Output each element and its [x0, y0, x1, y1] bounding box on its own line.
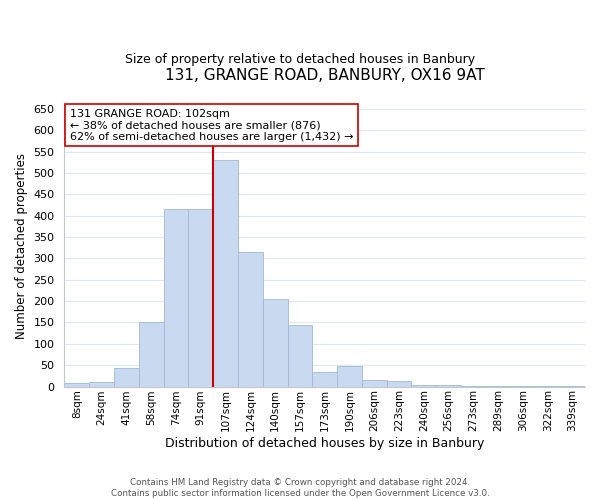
Bar	[139, 322, 164, 386]
Bar	[337, 366, 362, 386]
Bar	[114, 368, 139, 386]
Bar	[213, 160, 238, 386]
Bar	[287, 326, 313, 386]
Text: 131 GRANGE ROAD: 102sqm
← 38% of detached houses are smaller (876)
62% of semi-d: 131 GRANGE ROAD: 102sqm ← 38% of detache…	[70, 108, 353, 142]
Bar	[188, 209, 213, 386]
Text: Contains HM Land Registry data © Crown copyright and database right 2024.
Contai: Contains HM Land Registry data © Crown c…	[110, 478, 490, 498]
Bar	[238, 252, 263, 386]
Bar	[313, 372, 337, 386]
X-axis label: Distribution of detached houses by size in Banbury: Distribution of detached houses by size …	[165, 437, 484, 450]
Bar	[263, 299, 287, 386]
Bar	[164, 209, 188, 386]
Bar	[386, 380, 412, 386]
Bar	[89, 382, 114, 386]
Bar	[412, 385, 436, 386]
Bar	[64, 383, 89, 386]
Bar	[362, 380, 386, 386]
Title: 131, GRANGE ROAD, BANBURY, OX16 9AT: 131, GRANGE ROAD, BANBURY, OX16 9AT	[165, 68, 485, 82]
Text: Size of property relative to detached houses in Banbury: Size of property relative to detached ho…	[125, 52, 475, 66]
Y-axis label: Number of detached properties: Number of detached properties	[15, 152, 28, 338]
